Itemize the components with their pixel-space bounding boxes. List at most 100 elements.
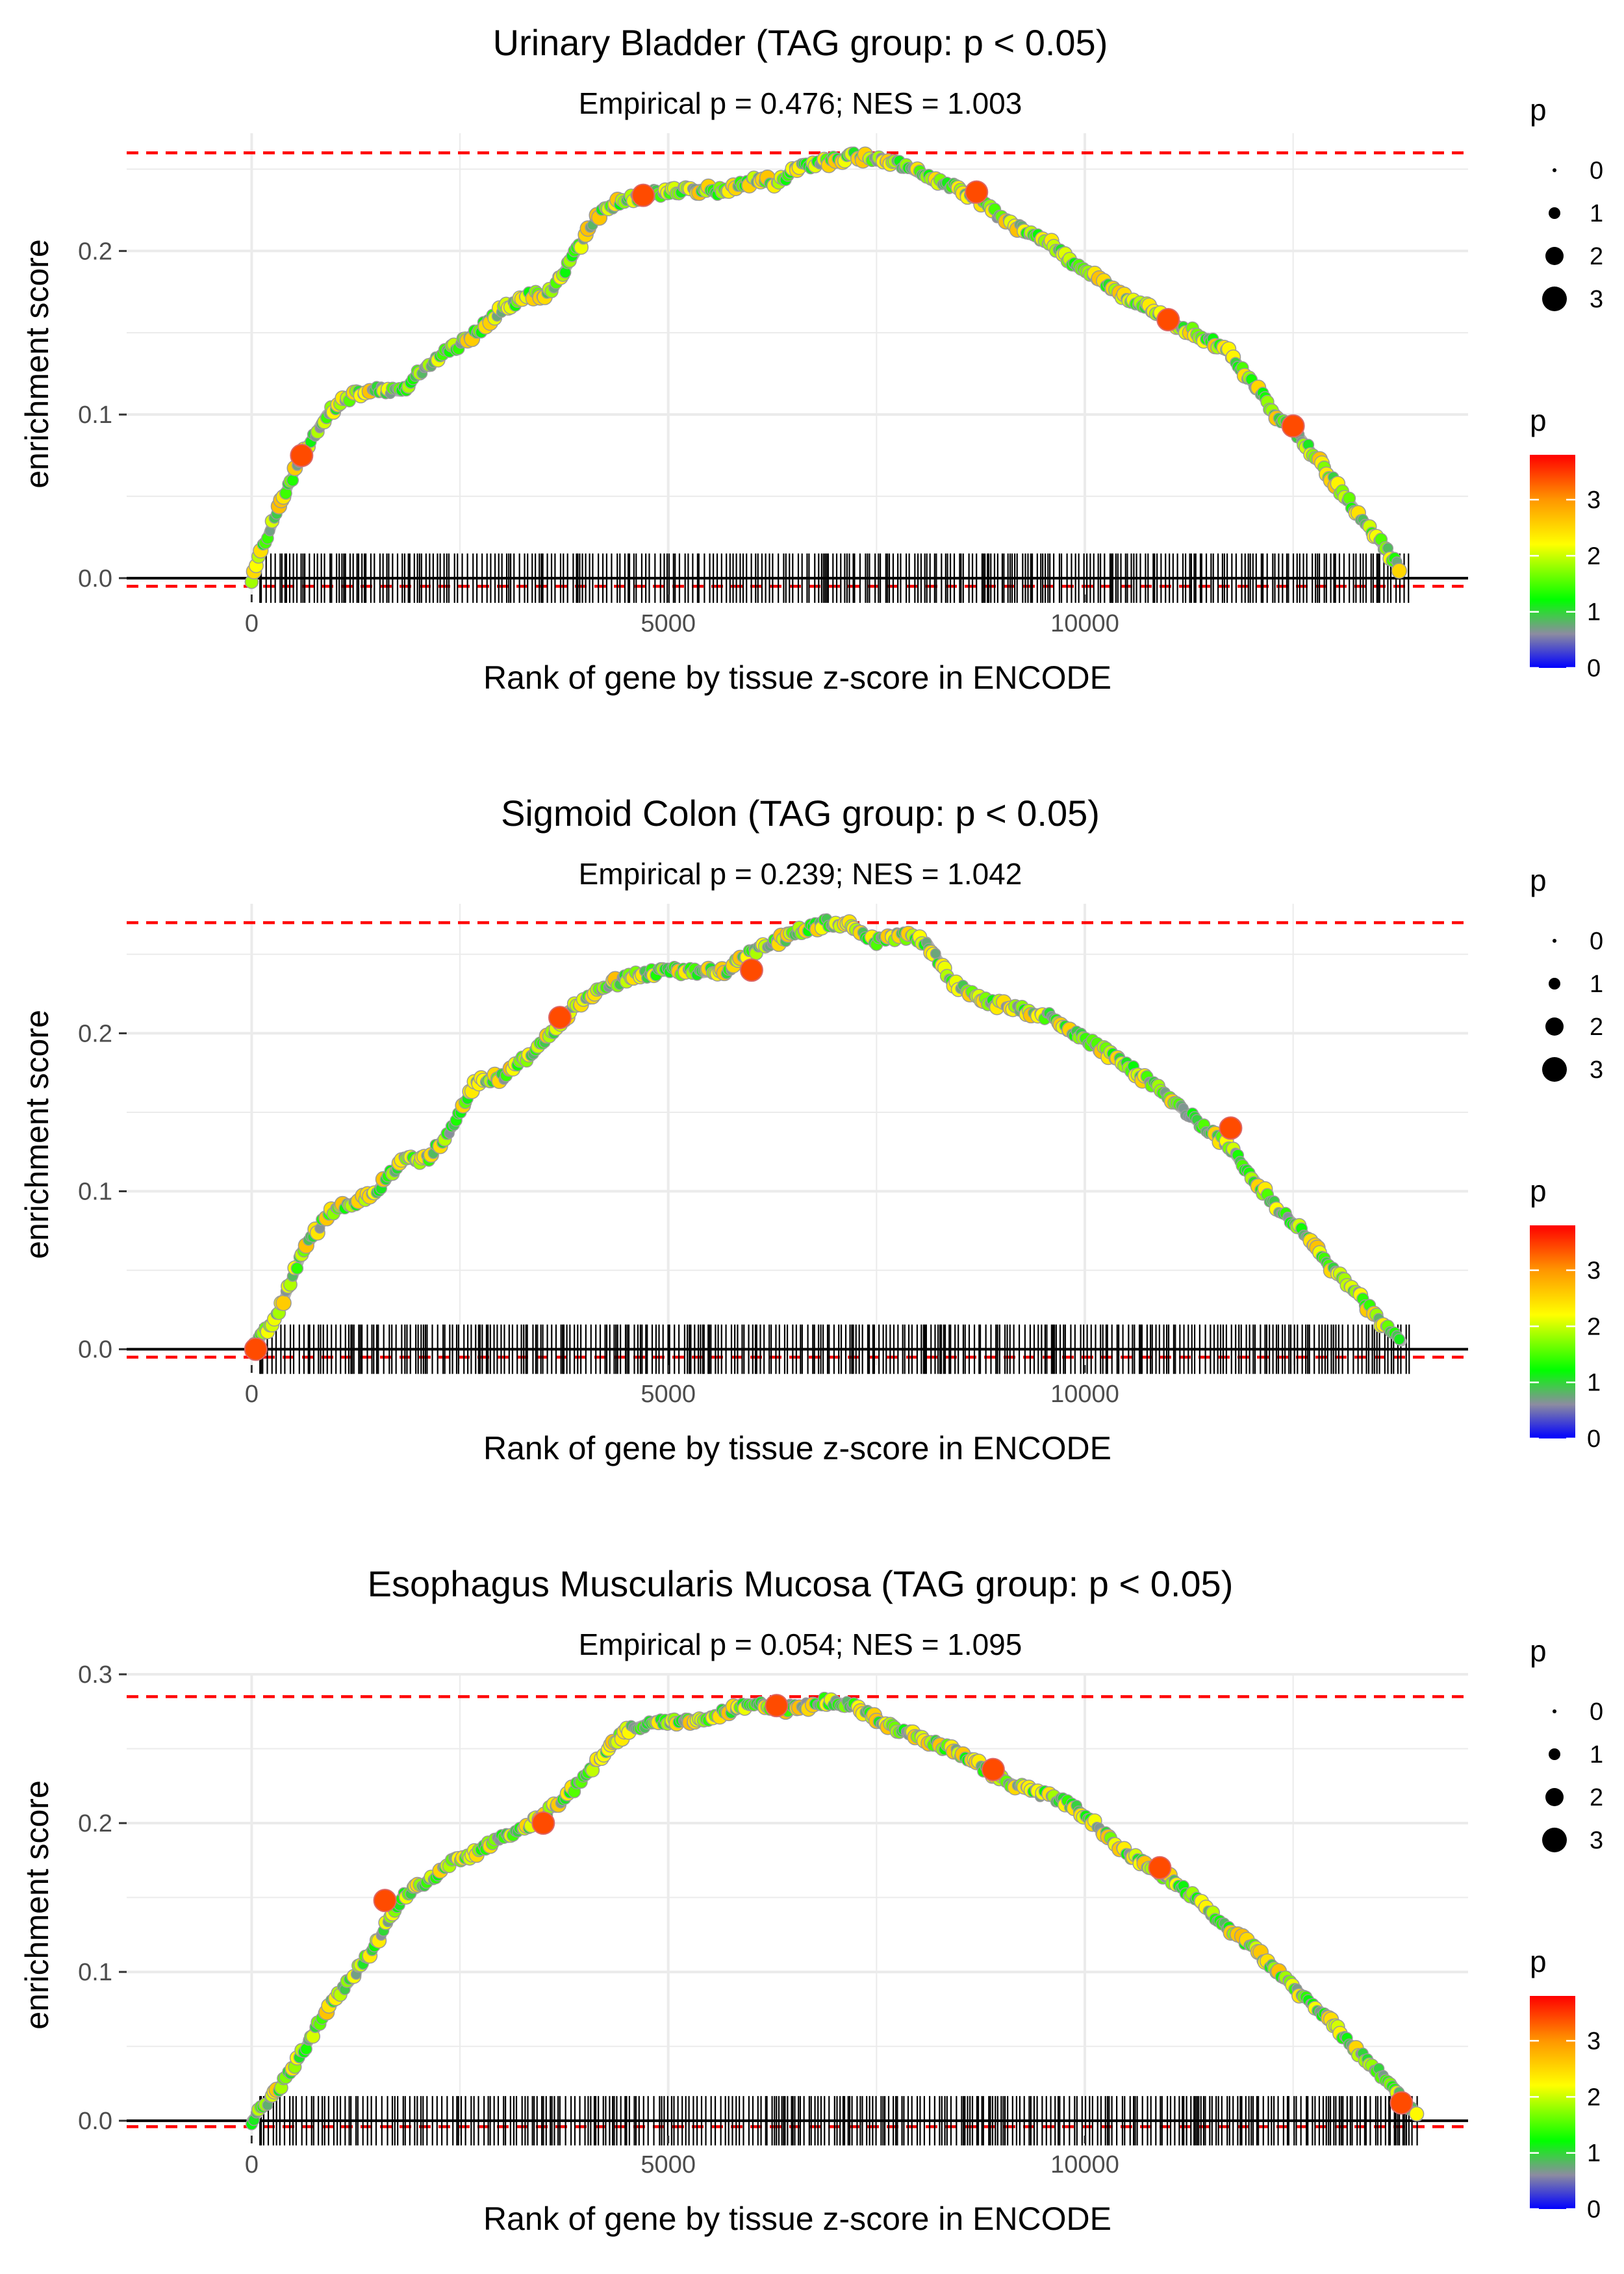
- x-tick-label: 5000: [641, 2151, 696, 2178]
- chart-subtitle: Empirical p = 0.054; NES = 1.095: [579, 1628, 1022, 1661]
- size-legend-dot: [1549, 207, 1560, 219]
- y-tick-label: 0.0: [78, 1336, 112, 1364]
- color-legend-label: 2: [1587, 1313, 1601, 1340]
- y-tick-label: 0.0: [78, 2108, 112, 2135]
- grid: [127, 1673, 1468, 2136]
- x-axis-title: Rank of gene by tissue z-score in ENCODE: [483, 2201, 1111, 2237]
- color-legend-label: 0: [1587, 1425, 1601, 1453]
- chart-title: Sigmoid Colon (TAG group: p < 0.05): [501, 793, 1100, 834]
- size-legend-dot: [1553, 939, 1556, 943]
- axes: 0.0 0.1 0.2 0 5000 10000 Rank of gene by tissu…: [19, 238, 1119, 696]
- es-point: [286, 474, 299, 487]
- size-legend-title: p: [1530, 93, 1547, 127]
- y-tick-label: 0.2: [78, 238, 112, 265]
- size-legend-dot: [1542, 287, 1567, 311]
- size-legend-dot: [1553, 1709, 1556, 1713]
- es-point-high-p: [548, 1006, 572, 1030]
- chart-subtitle: Empirical p = 0.239; NES = 1.042: [579, 857, 1022, 891]
- chart-title: Esophagus Muscularis Mucosa (TAG group: …: [368, 1563, 1234, 1604]
- color-legend-label: 2: [1587, 543, 1601, 570]
- chart-title: Urinary Bladder (TAG group: p < 0.05): [493, 22, 1108, 63]
- y-tick-label: 0.3: [78, 1661, 112, 1689]
- x-tick-label: 10000: [1050, 2151, 1119, 2178]
- color-legend-label: 1: [1587, 599, 1601, 626]
- size-legend-label: 3: [1590, 1056, 1603, 1084]
- size-legend-dot: [1553, 168, 1556, 172]
- x-tick-label: 5000: [641, 610, 696, 637]
- es-point-high-p: [1281, 414, 1305, 438]
- es-point-high-p: [373, 1889, 397, 1913]
- size-legend-label: 1: [1590, 971, 1603, 998]
- es-line: [246, 1696, 1423, 2127]
- size-legend: p 0 1 2 3: [1530, 93, 1603, 313]
- y-tick-label: 0.1: [78, 1179, 112, 1206]
- es-point-high-p: [531, 1811, 555, 1835]
- color-legend-title: p: [1530, 1174, 1547, 1208]
- y-axis-title: enrichment score: [19, 239, 55, 489]
- color-legend-label: 3: [1587, 487, 1601, 514]
- y-axis-title: enrichment score: [19, 1780, 55, 2030]
- panel-1: Urinary Bladder (TAG group: p < 0.05) Emp…: [19, 22, 1603, 696]
- es-series: [246, 1691, 1425, 2130]
- color-bar: [1530, 455, 1575, 668]
- y-axis-title: enrichment score: [19, 1010, 55, 1259]
- size-legend: p 0 1 2 3: [1530, 863, 1603, 1084]
- size-legend-title: p: [1530, 1634, 1547, 1668]
- chart-subtitle: Empirical p = 0.476; NES = 1.003: [579, 86, 1022, 120]
- axes: 0.0 0.1 0.2 0.3 0 5000 10000 Rank of gene by ti…: [19, 1661, 1119, 2237]
- color-legend: p 0 1 2 3: [1530, 1174, 1601, 1453]
- size-legend-label: 0: [1590, 1698, 1603, 1726]
- size-legend-label: 3: [1590, 1827, 1603, 1854]
- es-point-high-p: [244, 1337, 268, 1361]
- color-legend-label: 0: [1587, 2196, 1601, 2223]
- size-legend-dot: [1545, 1017, 1564, 1036]
- y-tick-label: 0.0: [78, 565, 112, 593]
- color-legend-label: 0: [1587, 655, 1601, 682]
- x-axis-title: Rank of gene by tissue z-score in ENCODE: [483, 659, 1111, 696]
- size-legend-label: 2: [1590, 1784, 1603, 1811]
- size-legend-dot: [1542, 1057, 1567, 1082]
- size-legend-title: p: [1530, 863, 1547, 897]
- x-tick-label: 10000: [1050, 1381, 1119, 1408]
- size-legend-label: 2: [1590, 1014, 1603, 1041]
- es-point-high-p: [1389, 2091, 1414, 2115]
- es-point-high-p: [981, 1757, 1005, 1782]
- size-legend-dot: [1545, 247, 1564, 265]
- x-tick-label: 0: [245, 610, 259, 637]
- es-point: [1391, 563, 1408, 579]
- size-legend-label: 2: [1590, 243, 1603, 270]
- size-legend-dot: [1545, 1788, 1564, 1806]
- es-point: [275, 1295, 292, 1311]
- x-tick-label: 0: [245, 2151, 259, 2178]
- es-point: [290, 1262, 304, 1275]
- es-point-high-p: [765, 1694, 789, 1718]
- color-legend-label: 3: [1587, 2028, 1601, 2055]
- size-legend-dot: [1542, 1828, 1567, 1852]
- es-point-high-p: [631, 183, 655, 207]
- size-legend-dot: [1549, 978, 1560, 990]
- size-legend-label: 0: [1590, 928, 1603, 955]
- size-legend-label: 0: [1590, 157, 1603, 185]
- grid: [127, 133, 1468, 594]
- es-point-high-p: [965, 180, 989, 204]
- y-tick-label: 0.1: [78, 402, 112, 429]
- color-legend-label: 1: [1587, 2140, 1601, 2167]
- size-legend-label: 1: [1590, 200, 1603, 227]
- y-tick-label: 0.2: [78, 1020, 112, 1047]
- es-point-high-p: [739, 958, 763, 982]
- es-point-high-p: [1156, 308, 1180, 332]
- size-legend-label: 1: [1590, 1741, 1603, 1769]
- color-legend-label: 2: [1587, 2084, 1601, 2111]
- x-axis-title: Rank of gene by tissue z-score in ENCODE: [483, 1430, 1111, 1466]
- panel-2: Sigmoid Colon (TAG group: p < 0.05) Empir…: [19, 793, 1603, 1466]
- color-bar: [1530, 1996, 1575, 2209]
- color-bar: [1530, 1225, 1575, 1438]
- y-tick-label: 0.2: [78, 1810, 112, 1837]
- es-point-high-p: [1148, 1856, 1172, 1880]
- es-point: [930, 948, 941, 960]
- es-point: [1409, 2106, 1425, 2122]
- color-legend: p 0 1 2 3: [1530, 1945, 1601, 2223]
- color-legend-label: 3: [1587, 1257, 1601, 1284]
- es-point-high-p: [290, 443, 314, 467]
